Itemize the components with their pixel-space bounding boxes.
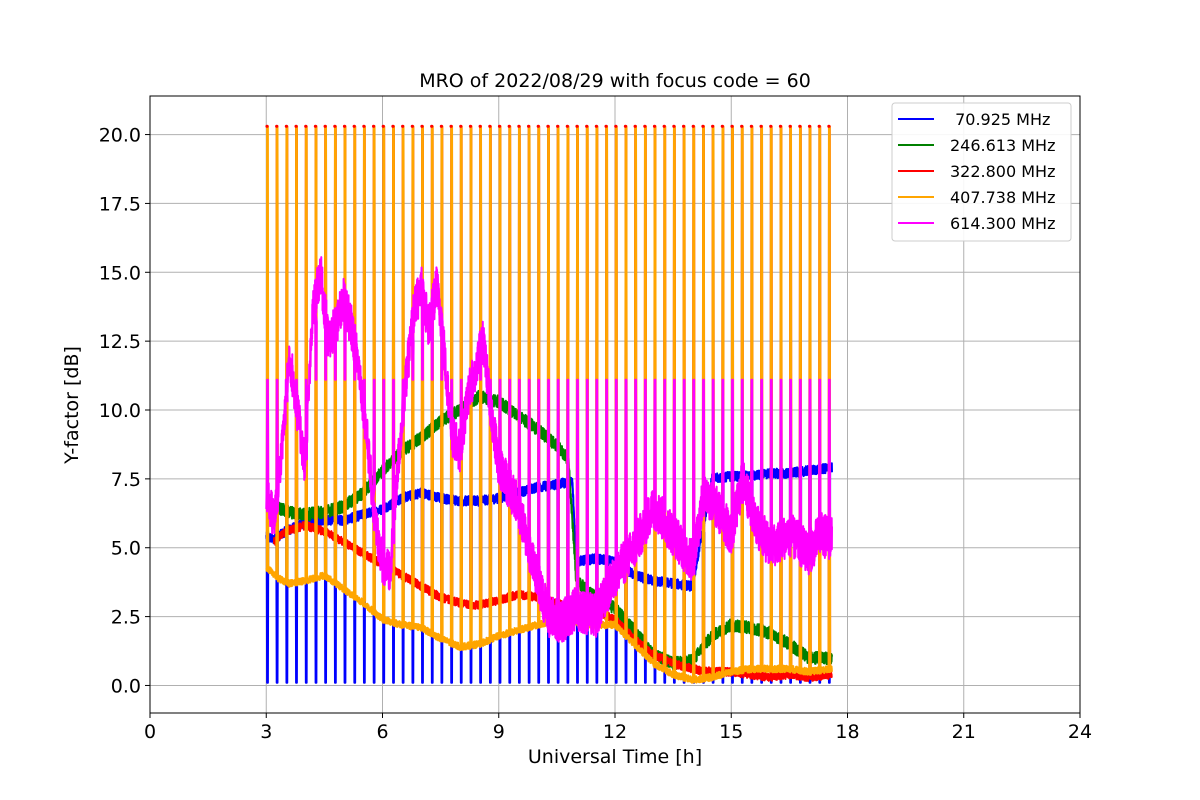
calibration-peak-point bbox=[614, 124, 618, 128]
x-tick-label: 6 bbox=[376, 721, 388, 743]
x-tick-label: 24 bbox=[1068, 721, 1092, 743]
calibration-peak-point bbox=[556, 124, 560, 128]
legend-label: 70.925 MHz bbox=[950, 110, 1050, 129]
calibration-peak-point bbox=[585, 124, 589, 128]
calibration-peak-point bbox=[342, 124, 347, 128]
calibration-peak-point bbox=[449, 124, 453, 128]
calibration-peak-point bbox=[410, 124, 414, 128]
legend-label: 407.738 MHz bbox=[950, 188, 1055, 207]
calibration-peak-point bbox=[701, 124, 705, 128]
y-tick-label: 5.0 bbox=[111, 538, 141, 560]
chart-title: MRO of 2022/08/29 with focus code = 60 bbox=[419, 70, 811, 92]
y-tick-label: 20.0 bbox=[99, 125, 141, 147]
calibration-peak-point bbox=[575, 124, 579, 128]
calibration-peak-point bbox=[720, 124, 724, 128]
x-tick-label: 12 bbox=[603, 721, 627, 743]
calibration-peak-point bbox=[362, 124, 366, 128]
x-tick-label: 9 bbox=[493, 721, 505, 743]
calibration-peak-point bbox=[798, 124, 802, 128]
calibration-peak-point bbox=[459, 124, 463, 128]
x-tick-label: 3 bbox=[260, 721, 272, 743]
calibration-peak-point bbox=[352, 124, 356, 128]
legend: 70.925 MHz 246.613 MHz 322.800 MHz 407.738 … bbox=[891, 102, 1072, 242]
calibration-peak-point bbox=[275, 124, 279, 128]
calibration-peak-point bbox=[294, 124, 298, 128]
calibration-peak-point bbox=[807, 124, 812, 128]
y-tick-label: 12.5 bbox=[99, 331, 141, 353]
calibration-peak-point bbox=[827, 124, 831, 128]
calibration-peak-point bbox=[565, 124, 569, 128]
calibration-peak-point bbox=[817, 124, 821, 128]
calibration-peak-point bbox=[468, 124, 473, 128]
calibration-peak-point bbox=[546, 124, 550, 128]
y-tick-label: 2.5 bbox=[111, 607, 141, 629]
calibration-peak-point bbox=[284, 124, 288, 128]
calibration-peak-point bbox=[730, 124, 734, 128]
calibration-peak-point bbox=[313, 124, 318, 128]
calibration-peak-point bbox=[594, 124, 599, 128]
calibration-peak-point bbox=[769, 124, 773, 128]
calibration-peak-point bbox=[265, 124, 269, 128]
calibration-peak-point bbox=[536, 124, 540, 128]
calibration-peak-point bbox=[672, 124, 676, 128]
y-tick-label: 7.5 bbox=[111, 469, 141, 491]
calibration-peak-point bbox=[420, 124, 424, 128]
legend-frame bbox=[891, 102, 1072, 242]
plot-area bbox=[265, 124, 833, 684]
calibration-peak-point bbox=[681, 124, 686, 128]
x-tick-label: 21 bbox=[952, 721, 976, 743]
calibration-peak-point bbox=[788, 124, 792, 128]
legend-label: 246.613 MHz bbox=[950, 136, 1055, 155]
legend-label: 614.300 MHz bbox=[950, 214, 1055, 233]
series-line bbox=[265, 256, 833, 643]
calibration-peak-point bbox=[759, 124, 763, 128]
y-tick-label: 17.5 bbox=[99, 193, 141, 215]
calibration-peak-point bbox=[691, 124, 695, 128]
calibration-peak-point bbox=[623, 124, 628, 128]
calibration-peak-point bbox=[662, 124, 666, 128]
calibration-peak-point bbox=[604, 124, 608, 128]
calibration-peak-point bbox=[749, 124, 754, 128]
y-tick-label: 15.0 bbox=[99, 262, 141, 284]
x-tick-label: 18 bbox=[835, 721, 859, 743]
calibration-peak-point bbox=[333, 124, 337, 128]
calibration-peak-point bbox=[643, 124, 647, 128]
calibration-peak-point bbox=[323, 124, 327, 128]
calibration-peak-point bbox=[517, 124, 521, 128]
calibration-peak-point bbox=[439, 124, 443, 128]
y-axis-label: Y-factor [dB] bbox=[61, 346, 83, 465]
calibration-peak-point bbox=[488, 124, 492, 128]
calibration-peak-point bbox=[740, 124, 744, 128]
y-tick-label: 10.0 bbox=[99, 400, 141, 422]
calibration-peak-point bbox=[711, 124, 715, 128]
calibration-peak-point bbox=[304, 124, 308, 128]
x-tick-label: 15 bbox=[719, 721, 743, 743]
x-axis-label: Universal Time [h] bbox=[528, 746, 702, 768]
calibration-peak-point bbox=[391, 124, 395, 128]
series-line bbox=[273, 389, 833, 670]
calibration-peak-point bbox=[507, 124, 511, 128]
axis-ticks: 0 3 6 9 12 15 18 21 24 0.0 2.5 5.0 7.5 10.0 12.5 15.0 17… bbox=[99, 125, 1092, 743]
calibration-peak-point bbox=[381, 124, 385, 128]
calibration-peak-point bbox=[430, 124, 434, 128]
y-tick-label: 0.0 bbox=[111, 675, 141, 697]
calibration-peak-point bbox=[497, 124, 502, 128]
calibration-peak-point bbox=[401, 124, 405, 128]
calibration-peak-point bbox=[633, 124, 637, 128]
legend-label: 322.800 MHz bbox=[950, 162, 1055, 181]
calibration-peak-point bbox=[478, 124, 482, 128]
calibration-peak-point bbox=[778, 124, 783, 128]
x-tick-label: 0 bbox=[144, 721, 156, 743]
calibration-peak-point bbox=[526, 124, 531, 128]
calibration-peak-point bbox=[652, 124, 657, 128]
calibration-peak-point bbox=[371, 124, 376, 128]
